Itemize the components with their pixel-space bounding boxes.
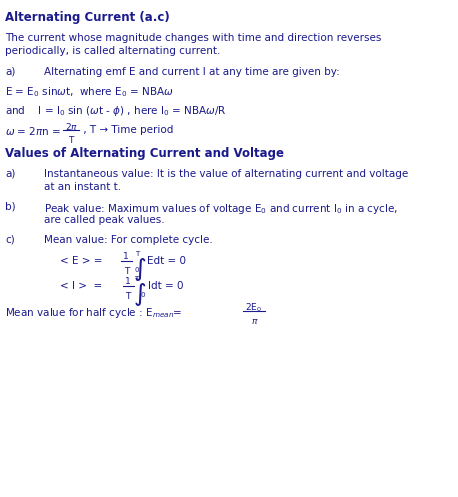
Text: at an instant t.: at an instant t. [44,182,120,192]
Text: b): b) [5,202,16,212]
Text: E = E$_0$ sin$\omega$t,  where E$_0$ = NBA$\omega$: E = E$_0$ sin$\omega$t, where E$_0$ = NB… [5,85,174,99]
Text: Edt = 0: Edt = 0 [147,256,186,266]
Text: 2$\pi$: 2$\pi$ [65,121,79,132]
Text: 1: 1 [123,252,129,261]
Text: and    I = I$_0$ sin ($\omega$t - $\phi$) , here I$_0$ = NBA$\omega$/R: and I = I$_0$ sin ($\omega$t - $\phi$) ,… [5,104,227,118]
Text: < I >  =: < I > = [60,281,108,291]
Text: T: T [68,136,74,145]
Text: 0: 0 [135,267,139,273]
Text: < E > =: < E > = [60,256,109,266]
Text: are called peak values.: are called peak values. [44,215,164,225]
Text: $\int$: $\int$ [133,256,147,283]
Text: a): a) [5,67,16,77]
Text: $\pi$: $\pi$ [251,317,258,326]
Text: 2E$_0$: 2E$_0$ [245,302,262,314]
Text: T: T [135,251,139,257]
Text: Alternating emf E and current I at any time are given by:: Alternating emf E and current I at any t… [44,67,339,77]
Text: The current whose magnitude changes with time and direction reverses: The current whose magnitude changes with… [5,33,382,43]
Text: Mean value: For complete cycle.: Mean value: For complete cycle. [44,235,212,245]
Text: $\int$: $\int$ [133,281,146,308]
Text: $\omega$ = 2$\pi$n =: $\omega$ = 2$\pi$n = [5,125,63,137]
Text: Instantaneous value: It is the value of alternating current and voltage: Instantaneous value: It is the value of … [44,169,408,179]
Text: , T → Time period: , T → Time period [80,125,174,135]
Text: T: T [134,276,138,282]
Text: Alternating Current (a.c): Alternating Current (a.c) [5,11,170,24]
Text: Values of Alternating Current and Voltage: Values of Alternating Current and Voltag… [5,147,284,160]
Text: Peak value: Maximum values of voltage E$_0$ and current I$_0$ in a cycle,: Peak value: Maximum values of voltage E$… [44,202,398,216]
Text: a): a) [5,169,16,179]
Text: T: T [125,292,131,301]
Text: Idt = 0: Idt = 0 [148,281,184,291]
Text: T: T [124,267,130,276]
Text: periodically, is called alternating current.: periodically, is called alternating curr… [5,46,221,56]
Text: 0: 0 [141,292,145,298]
Text: c): c) [5,235,15,245]
Text: Mean value for half cycle : E$_{mean}$=: Mean value for half cycle : E$_{mean}$= [5,306,184,320]
Text: 1: 1 [125,277,131,286]
